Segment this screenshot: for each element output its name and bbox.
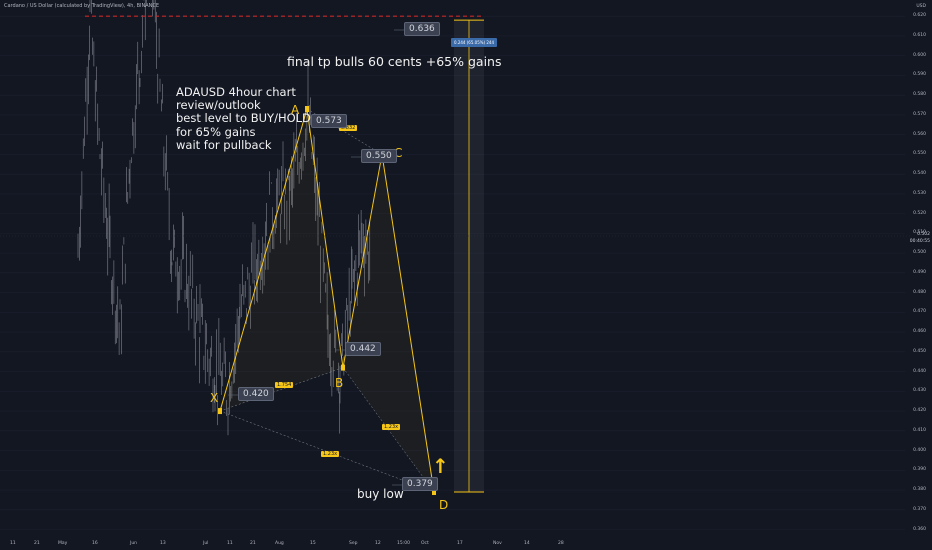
y-tick-label: 0.550	[913, 151, 926, 157]
x-tick-label: 28	[558, 541, 564, 546]
y-tick-label: 0.570	[913, 111, 926, 117]
note-line: wait for pullback	[176, 137, 272, 152]
y-tick-label: 0.580	[913, 92, 926, 98]
y-tick-label: 0.430	[913, 388, 926, 394]
price-badge: 0.420	[238, 387, 274, 401]
xab-triangle	[220, 109, 343, 412]
range-tip: 0.244 (65.05%) 244	[451, 38, 498, 47]
y-tick-label: 0.420	[913, 408, 926, 414]
x-tick-label: 11	[227, 541, 233, 546]
y-tick-label: 0.460	[913, 329, 926, 335]
y-tick-label: 0.520	[913, 210, 926, 216]
y-tick-label: 0.410	[913, 427, 926, 433]
x-tick-label: Jul	[203, 541, 209, 546]
x-tick-label: 14	[524, 541, 530, 546]
y-tick-label: 0.370	[913, 506, 926, 512]
x-tick-label: Aug	[275, 541, 284, 546]
x-tick-label: 15	[310, 541, 316, 546]
y-tick-label: 0.380	[913, 487, 926, 493]
candlestick-series	[77, 0, 371, 436]
x-tick-label: 11	[10, 541, 16, 546]
pattern-point-label-x: X	[210, 391, 219, 406]
note-line: best level to BUY/HOLD	[176, 111, 311, 126]
fib-ratio-label: 1.754	[275, 382, 294, 388]
x-tick-label: Oct	[421, 541, 429, 546]
note-line: review/outlook	[176, 98, 261, 113]
pattern-point-marker	[218, 408, 222, 415]
buy-note: buy low	[357, 487, 404, 501]
y-tick-label: 0.610	[913, 32, 926, 38]
x-tick-label: May	[58, 541, 68, 546]
pattern-ratio-line	[219, 367, 344, 412]
bcd-triangle	[343, 154, 434, 492]
pattern-point-marker	[432, 489, 436, 495]
note-line: ADAUSD 4hour chart	[176, 85, 296, 99]
y-tick-label: 0.530	[913, 190, 926, 196]
y-tick-label: 0.480	[913, 289, 926, 295]
y-tick-label: 0.490	[913, 269, 926, 275]
annotations	[0, 15, 910, 493]
pattern-point-label-c: C	[394, 146, 403, 161]
x-tick-label: 12	[375, 541, 381, 546]
price-badge: 0.379	[402, 477, 438, 491]
price-badge: 0.550	[361, 149, 397, 163]
y-axis-unit: USD	[916, 4, 926, 9]
fib-ratio-label: 0.832	[339, 125, 358, 131]
y-tick-label: 0.620	[913, 13, 926, 19]
pattern-point-label-b: B	[335, 375, 344, 390]
analysis-note: ADAUSD 4hour chart review/outlook best l…	[176, 85, 311, 152]
fib-ratio-label: 1.23x	[321, 451, 340, 457]
x-tick-label: 17	[457, 541, 463, 546]
up-arrow-icon: ↑	[432, 454, 449, 478]
pattern-point-marker	[305, 106, 309, 112]
pattern-point-label-d: D	[439, 498, 449, 512]
y-tick-label: 0.440	[913, 368, 926, 374]
y-tick-label: 0.450	[913, 348, 926, 354]
x-tick-label: 21	[250, 541, 256, 546]
current-time-label: 00:40:55	[909, 239, 930, 244]
pattern-point-marker	[341, 364, 345, 371]
price-badge: 0.442	[345, 342, 381, 356]
target-note: final tp bulls 60 cents +65% gains	[287, 54, 502, 69]
x-tick-label: 13	[160, 541, 166, 546]
pattern-point-label-a: A	[291, 103, 300, 117]
current-price-label: 0.502	[917, 232, 930, 237]
y-tick-label: 0.600	[913, 52, 926, 58]
x-tick-label: Nov	[493, 541, 502, 546]
x-tick-label: 15:00	[397, 541, 410, 546]
x-tick-label: Sep	[349, 541, 358, 546]
x-tick-label: 16	[92, 541, 98, 546]
y-tick-label: 0.390	[913, 467, 926, 473]
chart-header: Cardano / US Dollar (calculated by Tradi…	[4, 3, 160, 9]
harmonic-pattern	[218, 106, 436, 495]
price-badge: 0.636	[404, 22, 440, 36]
x-tick-label: 21	[34, 541, 40, 546]
note-line: for 65% gains	[176, 124, 256, 139]
y-tick-label: 0.590	[913, 72, 926, 78]
y-tick-label: 0.470	[913, 309, 926, 315]
price-badge: 0.573	[311, 114, 347, 128]
x-tick-label: Jun	[130, 541, 138, 546]
y-tick-label: 0.560	[913, 131, 926, 137]
fib-ratio-label: 1.23x	[382, 424, 401, 430]
y-tick-label: 0.510	[913, 230, 926, 236]
y-tick-label: 0.540	[913, 171, 926, 177]
y-tick-label: 0.360	[913, 526, 926, 532]
pattern-ratio-line	[306, 108, 383, 155]
y-tick-label: 0.500	[913, 250, 926, 256]
grid-lines	[0, 15, 905, 530]
y-tick-label: 0.400	[913, 447, 926, 453]
